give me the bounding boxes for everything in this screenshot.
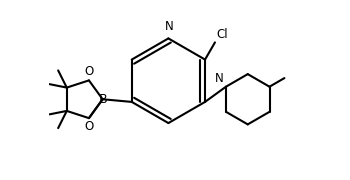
- Text: O: O: [84, 65, 93, 78]
- Text: Cl: Cl: [216, 28, 228, 41]
- Text: N: N: [165, 20, 174, 33]
- Text: B: B: [98, 93, 107, 106]
- Text: O: O: [84, 120, 93, 133]
- Text: N: N: [215, 72, 224, 85]
